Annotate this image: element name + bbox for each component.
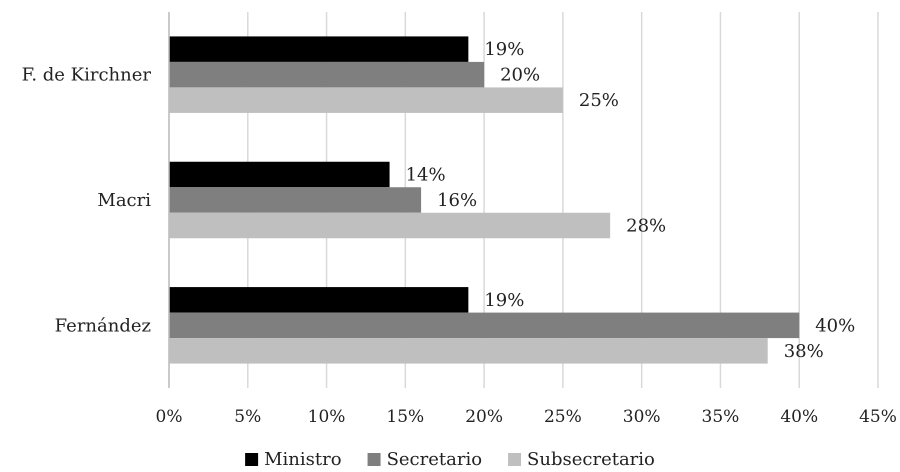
legend-swatch <box>508 453 522 466</box>
data-label: 19% <box>484 290 524 311</box>
data-label: 16% <box>437 190 477 211</box>
data-label: 20% <box>500 65 540 86</box>
bar[interactable] <box>169 312 800 339</box>
bar[interactable] <box>169 36 469 62</box>
category-label: Fernández <box>55 315 151 336</box>
bar[interactable] <box>169 87 563 113</box>
x-tick-label: 0% <box>156 407 183 427</box>
bar[interactable] <box>169 161 390 188</box>
x-tick-label: 45% <box>859 407 897 427</box>
x-tick-label: 5% <box>234 407 261 427</box>
legend-label: Subsecretario <box>527 449 655 470</box>
bar[interactable] <box>169 61 485 88</box>
legend-label: Secretario <box>387 449 482 470</box>
legend-label: Ministro <box>264 449 341 470</box>
x-tick-label: 15% <box>386 407 424 427</box>
bar[interactable] <box>169 338 768 364</box>
legend-item[interactable]: Ministro <box>245 449 342 470</box>
x-axis-tick-labels: 0% 5% 10% 15% 20% 25% 30% 35% 40% 45% <box>156 407 897 427</box>
legend: Ministro Secretario Subsecretario <box>245 449 655 470</box>
data-labels: 19% 20% 25% 14% 16% 28% 19% 40% 38% <box>406 39 856 362</box>
x-tick-label: 10% <box>308 407 346 427</box>
bars <box>169 36 800 364</box>
bar[interactable] <box>169 287 469 313</box>
data-label: 38% <box>784 341 824 362</box>
legend-item[interactable]: Subsecretario <box>508 449 655 470</box>
bar[interactable] <box>169 187 422 213</box>
legend-item[interactable]: Secretario <box>367 449 482 470</box>
data-label: 19% <box>484 39 524 60</box>
legend-swatch <box>245 453 259 466</box>
data-label: 14% <box>406 165 446 186</box>
x-tick-label: 25% <box>544 407 582 427</box>
category-labels: F. de Kirchner Macri Fernández <box>22 65 152 337</box>
x-tick-label: 35% <box>702 407 740 427</box>
x-tick-label: 40% <box>780 407 818 427</box>
data-label: 40% <box>815 315 855 336</box>
data-label: 28% <box>626 216 666 237</box>
legend-swatch <box>367 453 381 466</box>
data-label: 25% <box>579 90 619 111</box>
bar[interactable] <box>169 212 611 239</box>
category-label: F. de Kirchner <box>22 65 152 86</box>
x-tick-label: 30% <box>623 407 661 427</box>
category-label: Macri <box>97 190 151 211</box>
x-tick-label: 20% <box>465 407 503 427</box>
